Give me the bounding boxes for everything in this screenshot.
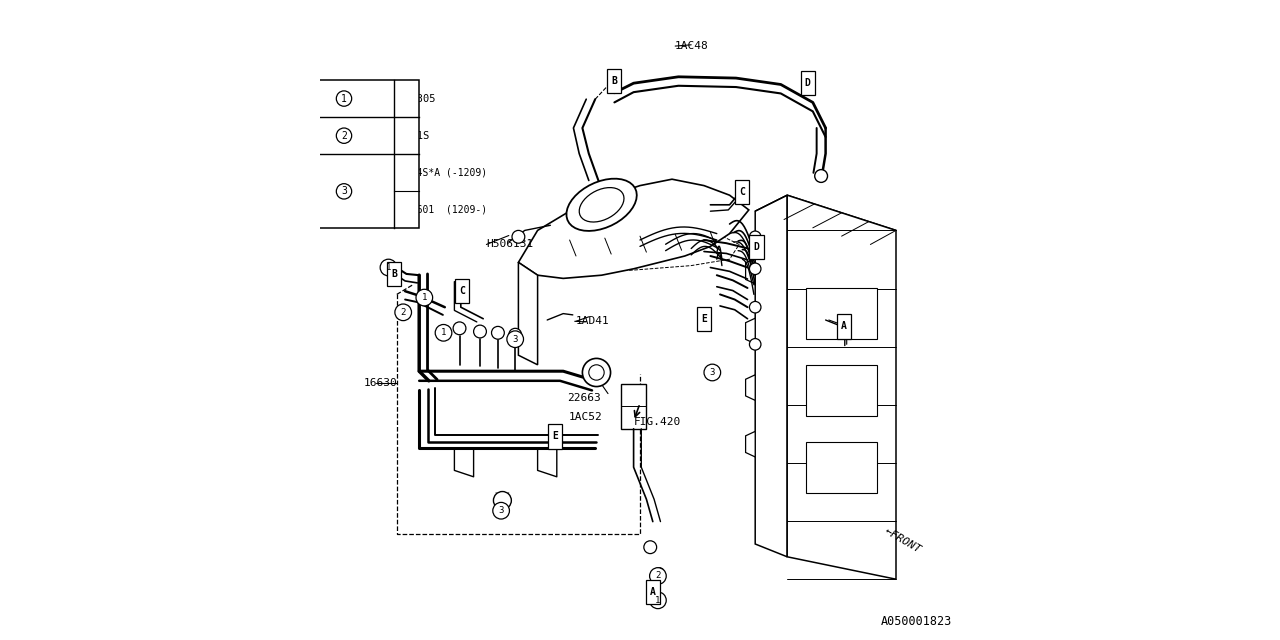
Circle shape <box>650 568 667 584</box>
Text: 2: 2 <box>655 572 660 580</box>
Polygon shape <box>745 431 755 457</box>
Bar <box>548 424 562 449</box>
Text: E: E <box>701 314 707 324</box>
Text: 3: 3 <box>340 186 347 196</box>
Polygon shape <box>755 195 896 244</box>
Circle shape <box>453 322 466 335</box>
Text: 1: 1 <box>385 263 392 272</box>
Bar <box>387 262 402 286</box>
Bar <box>608 69 622 93</box>
Circle shape <box>337 184 352 199</box>
Circle shape <box>644 541 657 554</box>
Text: 0104S*A (-1209): 0104S*A (-1209) <box>399 168 486 178</box>
Text: B: B <box>392 269 397 279</box>
Polygon shape <box>745 375 755 401</box>
Text: D: D <box>754 242 759 252</box>
Text: C: C <box>740 187 745 197</box>
Text: FIG.420: FIG.420 <box>634 417 681 428</box>
Polygon shape <box>755 195 787 557</box>
Circle shape <box>654 568 664 578</box>
Polygon shape <box>518 179 749 278</box>
Text: 3: 3 <box>512 335 518 344</box>
Text: 2: 2 <box>401 308 406 317</box>
Text: A: A <box>650 587 655 597</box>
Circle shape <box>589 365 604 380</box>
Circle shape <box>337 91 352 106</box>
Polygon shape <box>567 179 637 231</box>
Bar <box>750 235 764 259</box>
Circle shape <box>750 301 760 313</box>
Text: 1: 1 <box>655 596 660 605</box>
Text: H506131: H506131 <box>486 239 534 250</box>
Text: A: A <box>841 321 847 332</box>
Polygon shape <box>518 262 538 365</box>
Polygon shape <box>745 318 755 344</box>
Text: A050001823: A050001823 <box>881 616 952 628</box>
Circle shape <box>492 326 504 339</box>
Bar <box>806 442 877 493</box>
Text: 22663: 22663 <box>567 393 600 403</box>
Text: J20601  (1209-): J20601 (1209-) <box>399 205 486 215</box>
Text: 1AC52: 1AC52 <box>568 412 602 422</box>
Circle shape <box>507 331 524 348</box>
Text: ←FRONT: ←FRONT <box>882 526 923 556</box>
Circle shape <box>582 358 611 387</box>
Bar <box>806 365 877 416</box>
Polygon shape <box>580 188 625 222</box>
Text: 16630: 16630 <box>364 378 397 388</box>
Bar <box>698 307 712 331</box>
Circle shape <box>815 170 828 182</box>
Circle shape <box>494 492 511 509</box>
Bar <box>806 288 877 339</box>
Circle shape <box>493 502 509 519</box>
Text: 1: 1 <box>440 328 447 337</box>
Circle shape <box>416 289 433 306</box>
Circle shape <box>750 263 760 275</box>
Circle shape <box>394 304 412 321</box>
Text: 0951S: 0951S <box>399 131 430 141</box>
Text: 3: 3 <box>498 506 504 515</box>
Circle shape <box>337 128 352 143</box>
Text: 2: 2 <box>340 131 347 141</box>
Circle shape <box>750 231 760 243</box>
Text: F91305: F91305 <box>399 93 436 104</box>
Bar <box>646 580 660 604</box>
Text: 3: 3 <box>709 368 716 377</box>
Circle shape <box>704 364 721 381</box>
Bar <box>294 80 420 228</box>
Circle shape <box>474 325 486 338</box>
Bar <box>456 279 468 303</box>
Text: C: C <box>460 286 465 296</box>
Circle shape <box>750 339 760 350</box>
Circle shape <box>650 592 667 609</box>
Text: 1AC48: 1AC48 <box>676 41 709 51</box>
Circle shape <box>512 230 525 243</box>
Circle shape <box>435 324 452 341</box>
Bar <box>801 71 815 95</box>
Circle shape <box>509 328 522 341</box>
Text: 1: 1 <box>340 93 347 104</box>
Text: D: D <box>805 78 810 88</box>
Circle shape <box>380 259 397 276</box>
Polygon shape <box>745 259 755 284</box>
Polygon shape <box>621 384 646 429</box>
Text: B: B <box>612 76 617 86</box>
Polygon shape <box>787 195 896 579</box>
Text: 1: 1 <box>421 293 428 302</box>
Text: E: E <box>552 431 558 442</box>
Bar <box>735 180 750 204</box>
Bar <box>837 314 851 339</box>
Text: 1AD41: 1AD41 <box>576 316 609 326</box>
